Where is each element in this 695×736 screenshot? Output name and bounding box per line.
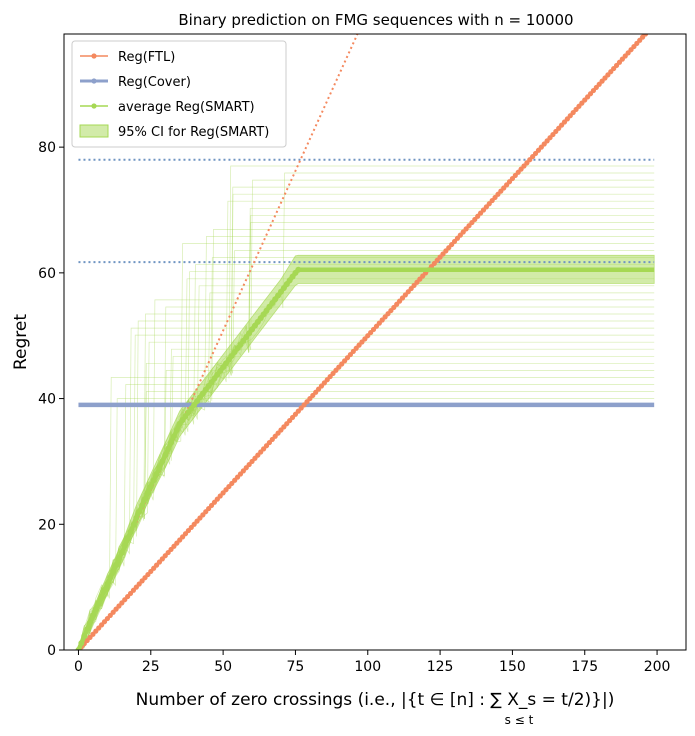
reference-lines — [78, 158, 655, 264]
plot-frame — [63, 33, 687, 651]
smart-average-point — [127, 528, 134, 535]
legend-swatch-marker — [91, 78, 97, 84]
smart-average-point — [75, 647, 82, 650]
x-tick-label: 175 — [571, 659, 598, 675]
smart-average-point — [87, 619, 94, 626]
smart-average-point — [92, 606, 99, 613]
smart-average-point — [139, 502, 146, 509]
legend-swatch — [79, 124, 109, 138]
legend-label: Reg(Cover) — [118, 75, 191, 90]
smart-average-point — [153, 471, 160, 477]
x-axis: 0 25 50 75 100 125 150 175 200 — [74, 650, 670, 675]
smart-average-point — [147, 483, 154, 490]
series-layer — [75, 34, 655, 650]
x-tick-label: 125 — [427, 659, 454, 675]
ftl-point — [642, 34, 649, 37]
x-tick-label: 25 — [142, 659, 160, 675]
smart-average-point — [95, 599, 102, 606]
y-tick-label: 80 — [38, 140, 56, 156]
smart-average-point — [130, 521, 137, 528]
y-tick-label: 60 — [38, 266, 56, 282]
smart-average-point — [84, 626, 91, 633]
legend: Reg(FTL) Reg(Cover) average Reg(SMART) 95% … — [71, 40, 287, 148]
legend-frame — [71, 40, 287, 148]
smart-average-point — [98, 593, 105, 600]
smart-average-point — [118, 549, 125, 556]
y-tick-label: 0 — [47, 643, 56, 659]
legend-swatch-marker — [91, 103, 97, 109]
legend-label: average Reg(SMART) — [118, 100, 255, 115]
legend-swatch-marker — [91, 53, 97, 59]
x-axis-label-subscript: s ≤ t — [505, 713, 534, 727]
smart-average-point — [173, 427, 180, 433]
x-axis-label: Number of zero crossings (i.e., |{t ∈ [n… — [136, 690, 615, 710]
y-tick-label: 20 — [38, 517, 56, 533]
plot-area — [75, 34, 655, 650]
smart-average-point — [104, 581, 111, 587]
smart-average-point — [121, 542, 128, 549]
y-tick-label: 40 — [38, 392, 56, 408]
smart-average-point — [165, 445, 172, 452]
smart-average-point — [110, 568, 117, 575]
y-axis-label: Regret — [11, 314, 31, 370]
x-tick-label: 100 — [354, 659, 381, 675]
smart-average-point — [159, 458, 166, 465]
y-axis: 0 20 40 60 80 — [38, 140, 64, 659]
x-tick-label: 0 — [74, 659, 83, 675]
x-tick-label: 75 — [287, 659, 305, 675]
legend-label: Reg(FTL) — [118, 50, 175, 65]
smart-average-point — [144, 489, 151, 496]
smart-average-point — [124, 535, 131, 542]
smart-run-line — [78, 320, 655, 650]
x-tick-label: 50 — [214, 659, 232, 675]
smart-average-point — [101, 587, 108, 594]
x-tick-label: 150 — [499, 659, 526, 675]
smart-average-point — [156, 464, 163, 471]
smart-average-point — [115, 555, 122, 562]
smart-average-point — [168, 439, 175, 446]
smart-average-point — [142, 496, 149, 503]
x-tick-label: 200 — [644, 659, 671, 675]
smart-average-point — [133, 515, 140, 521]
legend-label: 95% CI for Reg(SMART) — [118, 125, 269, 140]
smart-average-point — [89, 612, 96, 619]
smart-average-point — [170, 433, 177, 440]
smart-average-point — [136, 508, 143, 515]
smart-average-point — [295, 266, 302, 273]
smart-average-point — [162, 452, 169, 459]
chart-title: Binary prediction on FMG sequences with … — [178, 11, 573, 29]
smart-average-point — [113, 562, 120, 569]
ftl-extrapolation-line — [77, 34, 359, 650]
smart-average-point — [81, 633, 88, 640]
smart-average-point — [107, 574, 114, 581]
smart-average-point — [150, 477, 157, 484]
smart-average-point — [78, 640, 85, 647]
